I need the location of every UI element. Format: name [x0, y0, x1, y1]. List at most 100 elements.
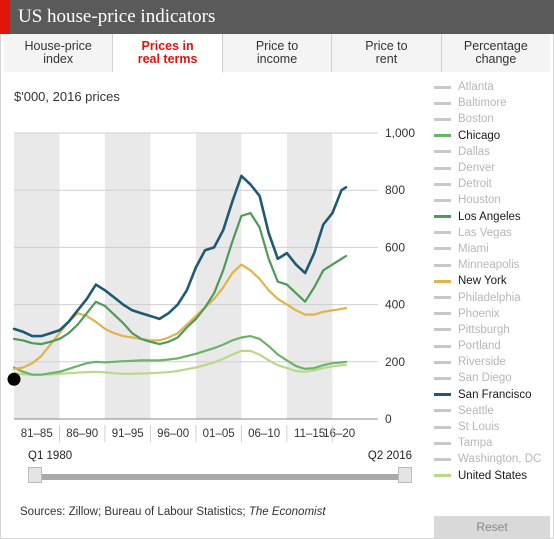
city-legend: Atlanta Baltimore Boston Chicago Dallas Denve… [434, 79, 548, 484]
series-line-san-francisco [12, 174, 348, 338]
legend-swatch [434, 263, 451, 267]
legend-label: New York [458, 275, 507, 288]
slider-end-handle[interactable] [398, 467, 412, 483]
period-band [286, 133, 333, 419]
legend-label: San Diego [458, 372, 512, 385]
legend-swatch [434, 474, 451, 478]
legend-item-pittsburgh[interactable]: Pittsburgh [434, 322, 548, 338]
x-period-label: 16–20 [323, 428, 355, 440]
legend-swatch [434, 328, 451, 332]
legend-swatch [434, 296, 451, 300]
period-band [14, 133, 60, 419]
legend-swatch [434, 312, 451, 316]
legend-item-san-diego[interactable]: San Diego [434, 370, 548, 386]
legend-item-houston[interactable]: Houston [434, 192, 548, 208]
tab-price-to-income[interactable]: Price to income [222, 34, 333, 72]
legend-item-philadelphia[interactable]: Philadelphia [434, 289, 548, 305]
legend-swatch [434, 215, 451, 219]
legend-swatch [434, 457, 451, 461]
legend-item-baltimore[interactable]: Baltimore [434, 95, 548, 111]
series-line-united-states [12, 349, 348, 376]
legend-label: Baltimore [458, 97, 507, 110]
chart-title: US house-price indicators [18, 6, 216, 27]
legend-label: Las Vegas [458, 226, 512, 239]
legend-item-denver[interactable]: Denver [434, 160, 548, 176]
legend-swatch [434, 279, 451, 283]
range-start-label: Q1 1980 [28, 450, 73, 462]
legend-swatch [434, 376, 451, 380]
legend-item-portland[interactable]: Portland [434, 338, 548, 354]
x-period-label: 01–05 [203, 428, 235, 440]
x-period-label: 11–15 [294, 428, 325, 440]
tab-prices-in-real-terms[interactable]: Prices in real terms [113, 34, 223, 73]
legend-item-boston[interactable]: Boston [434, 111, 548, 127]
x-period-label: 96–00 [157, 428, 189, 440]
legend-swatch [434, 198, 451, 202]
legend-item-san-francisco[interactable]: San Francisco [434, 387, 548, 403]
slider-track[interactable] [34, 474, 406, 480]
legend-item-riverside[interactable]: Riverside [434, 354, 548, 370]
legend-swatch [434, 117, 451, 121]
legend-swatch [434, 166, 451, 170]
legend-label: United States [458, 469, 528, 482]
legend-label: Phoenix [458, 307, 500, 320]
tab-percentage-change[interactable]: Percentage change [441, 34, 551, 72]
reset-button[interactable]: Reset [434, 516, 550, 538]
legend-label: Dallas [458, 145, 490, 158]
legend-item-atlanta[interactable]: Atlanta [434, 79, 548, 95]
legend-item-detroit[interactable]: Detroit [434, 176, 548, 192]
x-period-label: 86–90 [66, 428, 98, 440]
legend-label: San Francisco [458, 388, 532, 401]
legend-item-minneapolis[interactable]: Minneapolis [434, 257, 548, 273]
x-period-label: 81–85 [21, 428, 53, 440]
legend-label: Philadelphia [458, 291, 521, 304]
legend-label: Portland [458, 340, 501, 353]
legend-label: Detroit [458, 178, 492, 191]
period-band [104, 133, 151, 419]
legend-item-chicago[interactable]: Chicago [434, 128, 548, 144]
legend-label: Seattle [458, 404, 494, 417]
slider-start-handle[interactable] [28, 467, 42, 483]
series-line-chicago [12, 335, 348, 376]
legend-label: Houston [458, 194, 501, 207]
time-range-slider[interactable]: Q1 1980 Q2 2016 [14, 443, 414, 493]
legend-label: Los Angeles [458, 210, 521, 223]
y-tick-label: 400 [385, 298, 405, 312]
tab-bar: House-price index Prices in real terms Pri… [4, 34, 551, 73]
legend-item-seattle[interactable]: Seattle [434, 403, 548, 419]
y-tick-label: 600 [385, 240, 405, 254]
legend-label: Denver [458, 162, 496, 175]
legend-label: Pittsburgh [458, 323, 510, 336]
sources-note: Sources: Zillow; Bureau of Labour Statis… [20, 506, 326, 518]
legend-label: Tampa [458, 437, 493, 450]
legend-label: St Louis [458, 421, 500, 434]
legend-item-las-vegas[interactable]: Las Vegas [434, 225, 548, 241]
range-end-label: Q2 2016 [367, 450, 412, 462]
legend-item-phoenix[interactable]: Phoenix [434, 306, 548, 322]
legend-swatch [434, 425, 451, 429]
y-tick-label: 1,000 [385, 126, 415, 140]
y-tick-label: 0 [385, 412, 392, 426]
legend-item-miami[interactable]: Miami [434, 241, 548, 257]
hover-marker [7, 372, 21, 386]
x-period-label: 06–10 [248, 428, 280, 440]
legend-swatch [434, 393, 451, 397]
sources-publication: The Economist [248, 506, 326, 518]
legend-item-tampa[interactable]: Tampa [434, 435, 548, 451]
legend-swatch [434, 101, 451, 105]
legend-swatch [434, 231, 451, 235]
legend-label: Atlanta [458, 81, 494, 94]
legend-item-washington-dc[interactable]: Washington, DC [434, 451, 548, 467]
legend-item-dallas[interactable]: Dallas [434, 144, 548, 160]
legend-item-new-york[interactable]: New York [434, 273, 548, 289]
legend-label: Boston [458, 113, 494, 126]
brand-accent-bar [0, 0, 10, 34]
legend-swatch [434, 360, 451, 364]
legend-item-los-angeles[interactable]: Los Angeles [434, 209, 548, 225]
legend-item-st-louis[interactable]: St Louis [434, 419, 548, 435]
legend-item-united-states[interactable]: United States [434, 468, 548, 484]
tab-price-to-rent[interactable]: Price to rent [332, 34, 442, 72]
tab-house-price-index[interactable]: House-price index [4, 34, 114, 72]
series-line-los-angeles [12, 212, 348, 346]
